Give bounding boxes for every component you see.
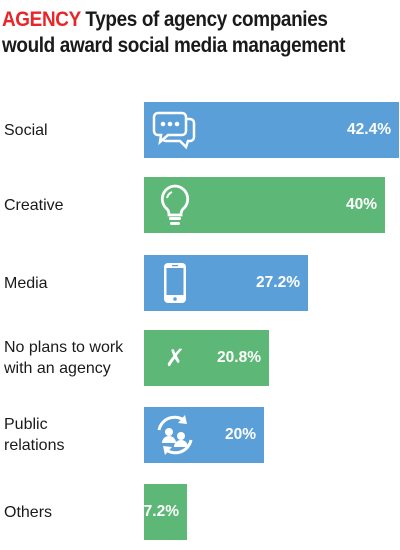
title-line-2: would award social media management xyxy=(2,33,346,57)
value-label: 20% xyxy=(224,426,256,443)
category-label-line: Creative xyxy=(4,196,64,214)
category-label-line: Media xyxy=(4,274,48,292)
people-cycle-icon xyxy=(144,407,206,463)
title-text-1: Types of agency companies xyxy=(80,7,328,31)
category-label-line: Others xyxy=(4,503,53,521)
value-label: 42.4% xyxy=(347,121,391,138)
lightbulb-icon-svg xyxy=(160,184,190,225)
bar: 7.2% xyxy=(144,484,187,540)
category-label-line: relations xyxy=(4,437,65,454)
bar: 20% xyxy=(144,407,264,463)
bar: 40% xyxy=(144,177,385,233)
category-label-line: with an agency xyxy=(4,360,111,377)
x-mark-icon: ✗ xyxy=(144,330,206,386)
chart-row: No plans to work with an agency ✗ 20.8% xyxy=(0,330,400,386)
bar: 42.4% xyxy=(144,102,399,158)
smartphone-icon-svg xyxy=(164,263,186,303)
category-label: Creative xyxy=(4,195,64,216)
category-label-line: No plans to work xyxy=(4,339,124,356)
chart-row: Public relations 20% xyxy=(0,407,400,463)
value-label: 7.2% xyxy=(143,503,179,520)
category-label: Others xyxy=(4,502,52,523)
chart-title: AGENCY Types of agency companies would a… xyxy=(2,6,350,58)
smartphone-icon xyxy=(144,255,206,311)
category-label: No plans to work with an agency xyxy=(4,337,123,379)
category-label: Social xyxy=(4,120,48,141)
chat-bubbles-icon xyxy=(144,102,206,158)
category-label: Public relations xyxy=(4,414,64,456)
value-label: 40% xyxy=(345,196,377,213)
chart-row: Others 7.2% xyxy=(0,484,400,540)
bar: ✗ 20.8% xyxy=(144,330,269,386)
title-line-1: AGENCY Types of agency companies xyxy=(2,6,350,32)
category-label-line: Public xyxy=(4,416,48,433)
chart-row: Creative 40% xyxy=(0,177,400,233)
lightbulb-icon xyxy=(144,177,206,233)
bar: 27.2% xyxy=(144,255,308,311)
people-cycle-icon-svg xyxy=(157,415,193,455)
title-brand: AGENCY xyxy=(2,7,81,31)
category-label-line: Social xyxy=(4,121,48,139)
value-label: 20.8% xyxy=(217,349,261,366)
chart-row: Social 42.4% xyxy=(0,102,400,158)
chart-row: Media 27.2% xyxy=(0,255,400,311)
x-mark-glyph: ✗ xyxy=(164,344,186,372)
value-label: 27.2% xyxy=(256,274,300,291)
category-label: Media xyxy=(4,273,48,294)
chat-bubbles-icon-svg xyxy=(152,111,196,150)
